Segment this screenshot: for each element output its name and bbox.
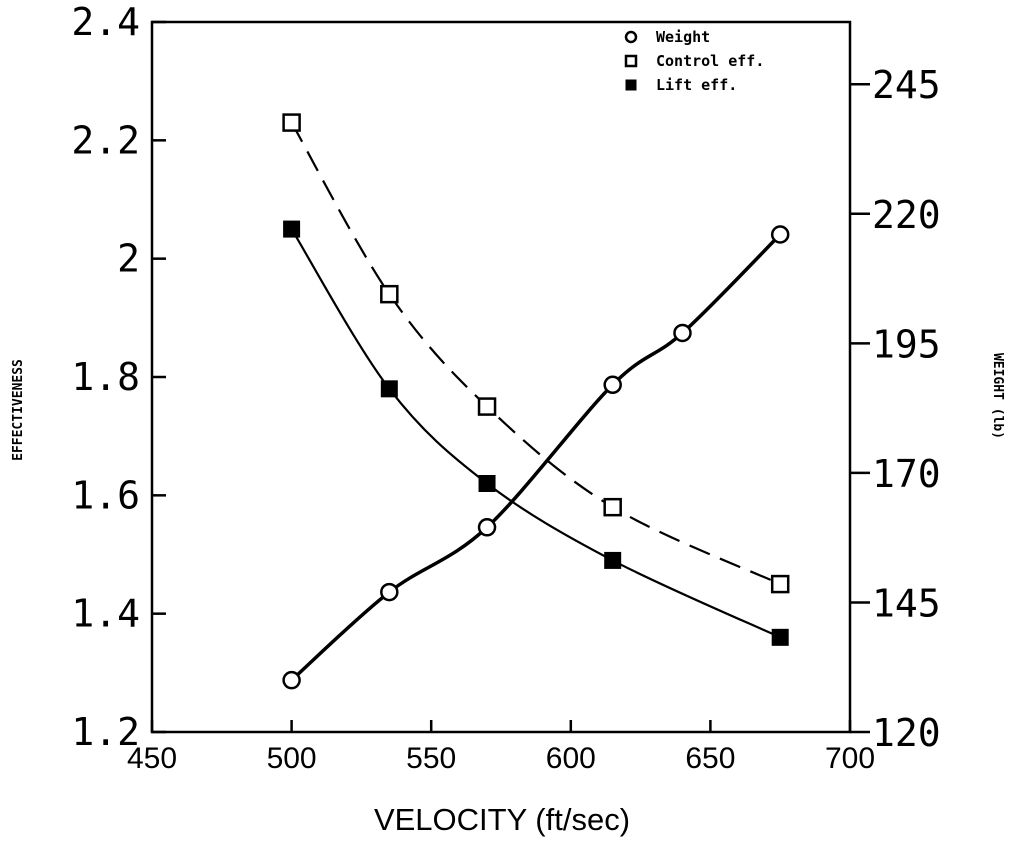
data-point-control-eff [477, 397, 497, 416]
y2-tick-label: 245 [872, 63, 941, 107]
legend-label-lift-eff: Lift eff. [656, 76, 737, 94]
y2-tick-label: 120 [872, 711, 941, 755]
series-control-eff [282, 113, 790, 594]
legend: Weight Control eff. Lift eff. [624, 28, 764, 94]
data-point-weight [282, 670, 301, 690]
data-point-control-eff [282, 113, 301, 132]
y2-tick-label: 145 [872, 581, 941, 625]
y-tick-label: 2 [117, 237, 140, 281]
series-lift-eff [283, 220, 789, 646]
legend-marker-control-eff [624, 54, 638, 68]
series-line-lift-eff [290, 228, 781, 639]
data-point-control-eff [603, 497, 622, 517]
x-axis-title: VELOCITY (ft/sec) [374, 802, 630, 837]
legend-label-weight: Weight [656, 28, 710, 46]
y2-tick-label: 170 [872, 452, 941, 496]
y-tick-label: 1.8 [71, 355, 140, 399]
series-layer [282, 113, 790, 690]
y2-tick-label: 195 [872, 322, 941, 366]
x-tick-label: 450 [127, 742, 177, 775]
x-tick-label: 650 [685, 742, 735, 775]
y2-axis-title: WEIGHT (lb) [990, 353, 1005, 439]
plot-frame [150, 20, 852, 734]
data-point-control-eff [380, 284, 399, 304]
y-tick-label: 1.4 [71, 592, 140, 636]
legend-marker-lift-eff [625, 79, 637, 91]
y-tick-label: 1.2 [71, 710, 140, 754]
data-point-weight [770, 225, 790, 244]
x-tick-label: 700 [825, 742, 875, 775]
y-tick-label: 1.6 [71, 473, 140, 517]
ticks: 450 500 550 600 650 700 1.2 1.4 1.6 1.8 2 2.2 2.4 120… [71, 0, 940, 775]
data-point-weight [673, 323, 692, 343]
data-point-lift-eff [380, 380, 398, 398]
legend-label-control-eff: Control eff. [656, 52, 764, 70]
data-point-weight [380, 582, 399, 602]
data-point-control-eff [770, 574, 790, 594]
x-tick-label: 550 [406, 742, 456, 775]
y-axis-title: EFFECTIVENESS [11, 359, 26, 461]
data-point-weight [603, 375, 622, 395]
data-point-lift-eff [283, 220, 301, 238]
data-point-weight [477, 518, 497, 537]
data-point-lift-eff [604, 551, 622, 569]
series-line-weight [290, 233, 782, 682]
x-tick-label: 500 [267, 742, 317, 775]
y-tick-label: 2.4 [71, 0, 140, 44]
series-weight [282, 225, 790, 690]
x-tick-label: 600 [546, 742, 596, 775]
data-point-lift-eff [771, 628, 789, 646]
y2-tick-label: 220 [872, 193, 941, 237]
legend-marker-weight [624, 30, 638, 44]
data-point-lift-eff [478, 475, 496, 492]
y-tick-label: 2.2 [71, 118, 140, 162]
